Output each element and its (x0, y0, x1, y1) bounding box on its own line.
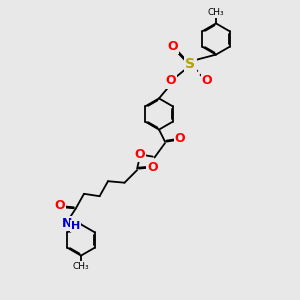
Text: CH₃: CH₃ (73, 262, 89, 271)
Text: S: S (185, 58, 196, 71)
Text: O: O (147, 160, 158, 174)
Text: H: H (71, 221, 80, 231)
Text: N: N (62, 217, 72, 230)
Text: O: O (55, 199, 65, 212)
Text: O: O (202, 74, 212, 88)
Text: O: O (175, 132, 185, 145)
Text: O: O (167, 40, 178, 53)
Text: O: O (166, 74, 176, 88)
Text: CH₃: CH₃ (208, 8, 224, 17)
Text: O: O (135, 148, 146, 161)
